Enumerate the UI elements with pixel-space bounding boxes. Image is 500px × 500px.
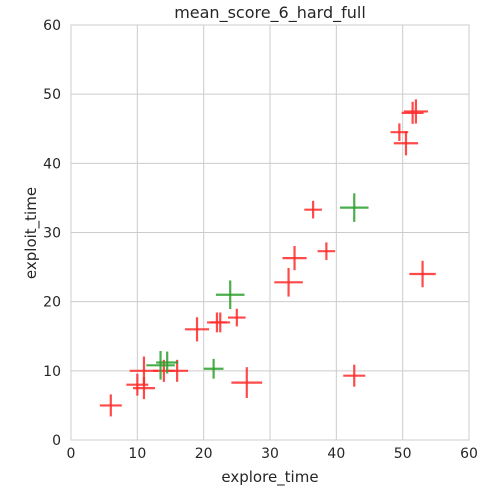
y-tick-label: 20 (43, 295, 61, 311)
x-tick-label: 50 (394, 446, 412, 462)
y-tick-label: 30 (43, 226, 61, 242)
y-axis-label: exploit_time (22, 187, 41, 279)
data-point-red (393, 131, 419, 156)
x-tick-label: 30 (261, 446, 279, 462)
data-point-green (339, 193, 369, 222)
x-axis-label: explore_time (221, 468, 318, 487)
data-point-layer (99, 99, 436, 417)
chart-title: mean_score_6_hard_full (174, 3, 366, 23)
data-point-green (146, 351, 175, 380)
x-tick-label: 20 (195, 446, 213, 462)
grid-layer (70, 24, 470, 441)
data-point-red (304, 200, 322, 219)
data-point-green (156, 351, 179, 374)
data-point-red (228, 308, 246, 327)
tick-label-layer: 0 10 20 30 40 50 60 0 10 20 30 40 50 60 (43, 18, 478, 462)
data-point-red (317, 242, 336, 260)
data-point-red (409, 260, 436, 288)
x-tick-label: 40 (327, 446, 345, 462)
data-point-red (343, 364, 366, 387)
data-point-red (231, 367, 263, 398)
x-tick-label: 10 (128, 446, 146, 462)
y-tick-label: 60 (43, 18, 61, 34)
data-point-green (203, 358, 224, 379)
plot-frame (70, 24, 470, 441)
y-tick-label: 10 (43, 364, 61, 380)
data-point-green (215, 280, 245, 310)
data-point-red (99, 394, 122, 417)
data-point-red (403, 99, 429, 124)
y-tick-label: 0 (52, 433, 61, 449)
data-point-red (274, 268, 303, 297)
x-tick-label: 60 (460, 446, 478, 462)
data-point-red (282, 245, 307, 271)
data-point-red (210, 312, 231, 333)
y-tick-label: 50 (43, 87, 61, 103)
data-point-red (401, 101, 424, 124)
data-point-red (184, 317, 210, 342)
y-tick-label: 40 (43, 156, 61, 172)
x-tick-label: 0 (67, 446, 76, 462)
